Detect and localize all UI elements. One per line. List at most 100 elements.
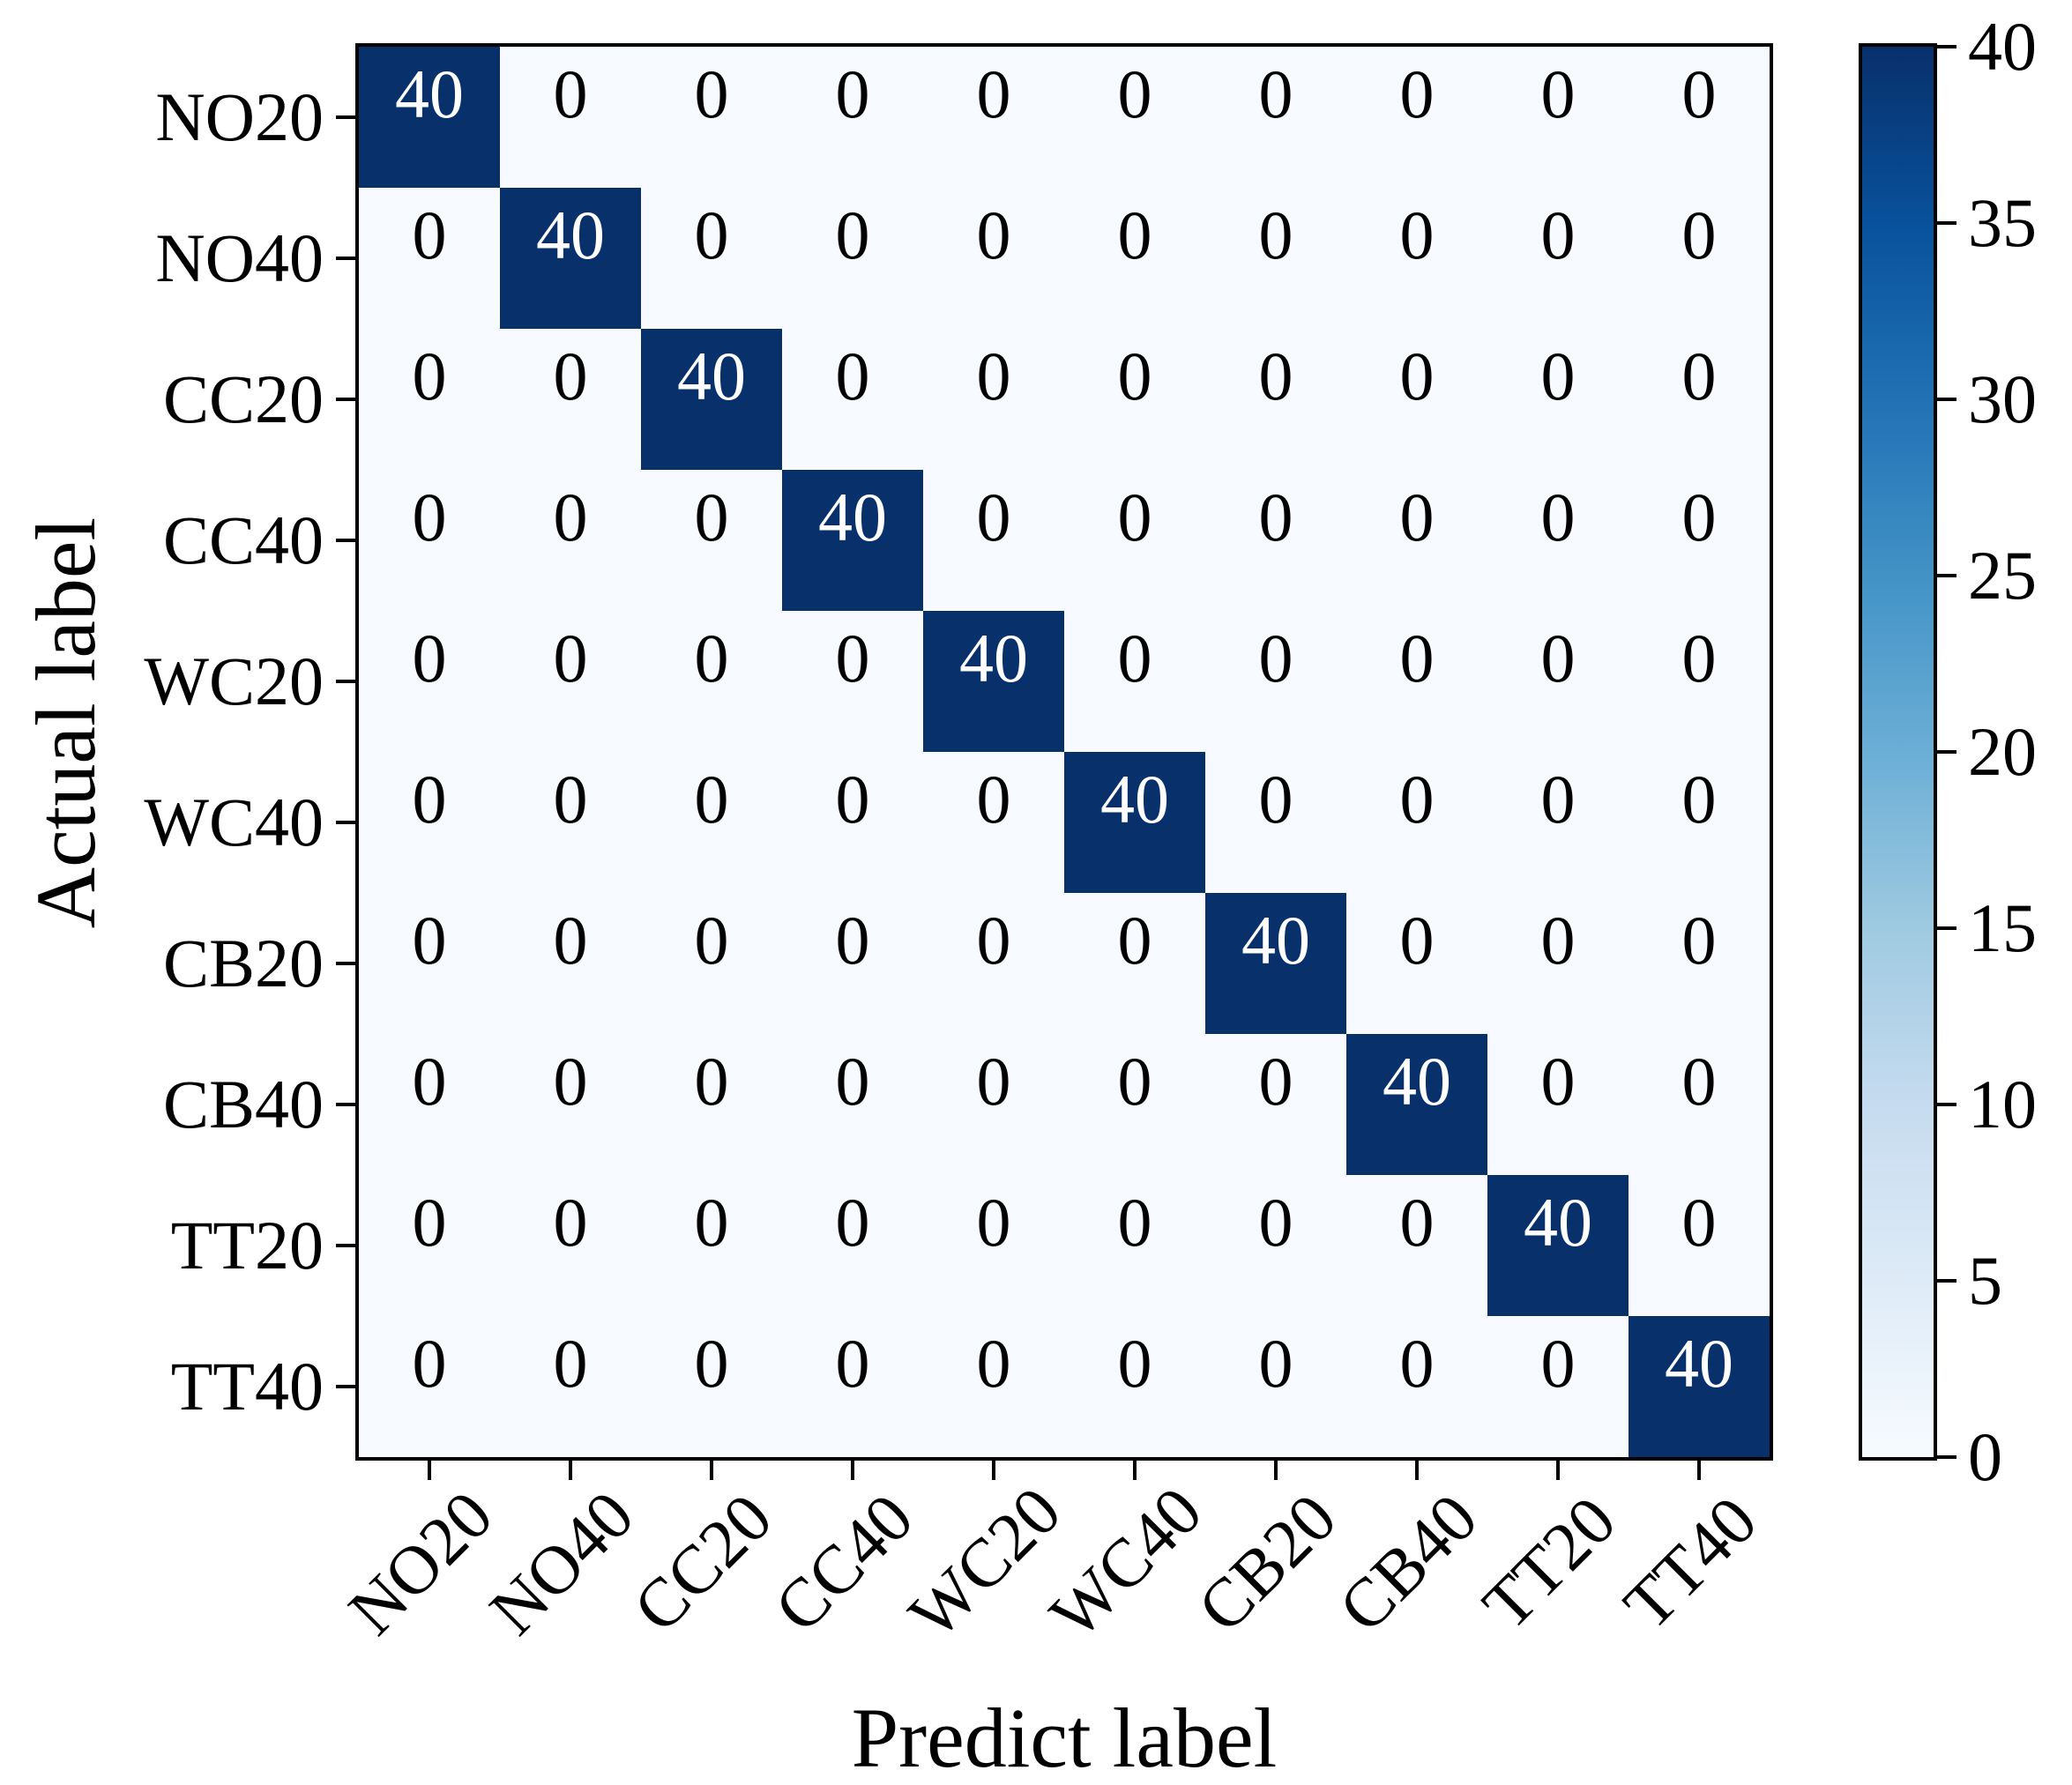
heatmap-cell: 0 xyxy=(1629,470,1770,611)
y-tick-mark xyxy=(336,257,355,260)
heatmap-cell-value: 40 xyxy=(1100,761,1169,837)
heatmap-cell: 0 xyxy=(641,47,782,188)
heatmap-cell: 40 xyxy=(641,329,782,470)
heatmap-cell-value: 0 xyxy=(694,902,729,978)
heatmap-cell-value: 0 xyxy=(976,197,1011,273)
heatmap-cell-value: 0 xyxy=(1681,620,1717,696)
x-tick-mark xyxy=(1133,1461,1137,1480)
heatmap-cell: 0 xyxy=(641,611,782,752)
heatmap-cell: 0 xyxy=(923,1034,1064,1175)
heatmap-cell: 0 xyxy=(782,1175,923,1316)
heatmap-cell-value: 0 xyxy=(1681,902,1717,978)
heatmap-cell-value: 0 xyxy=(1681,1184,1717,1261)
y-tick-label: CC20 xyxy=(162,361,324,437)
heatmap-cell-value: 0 xyxy=(1399,1325,1435,1402)
heatmap-cell: 40 xyxy=(923,611,1064,752)
colorbar-tick-label: 40 xyxy=(1968,8,2037,85)
heatmap-cell: 0 xyxy=(923,47,1064,188)
colorbar-gradient xyxy=(1862,47,1934,1457)
y-tick-label: TT20 xyxy=(170,1207,324,1283)
heatmap-cell: 0 xyxy=(1346,1316,1487,1457)
heatmap-cell: 0 xyxy=(1487,1316,1629,1457)
heatmap-cell-value: 0 xyxy=(553,761,588,837)
heatmap-cell-value: 0 xyxy=(835,56,870,132)
heatmap-grid: 40 0 0 0 0 0 0 0 0 0 0 40 0 0 0 0 0 0 0 0 0 0 40 0 0 0 0 0 0 0 0 0 0 40 0 0… xyxy=(359,47,1770,1457)
heatmap-cell-value: 0 xyxy=(553,1184,588,1261)
heatmap-cell: 0 xyxy=(1487,893,1629,1034)
heatmap-cell-value: 40 xyxy=(818,479,887,555)
heatmap-cell: 0 xyxy=(1629,1034,1770,1175)
heatmap-cell: 0 xyxy=(359,752,500,893)
heatmap-cell-value: 0 xyxy=(1117,1184,1152,1261)
heatmap-cell: 0 xyxy=(1487,1034,1629,1175)
heatmap-cell: 0 xyxy=(1064,470,1205,611)
heatmap-cell: 0 xyxy=(359,1175,500,1316)
heatmap-cell-value: 0 xyxy=(1540,1325,1576,1402)
heatmap-cell-value: 0 xyxy=(1258,1325,1293,1402)
y-tick-label: NO40 xyxy=(155,219,324,296)
heatmap-cell-value: 40 xyxy=(1383,1043,1451,1119)
heatmap-cell: 0 xyxy=(1346,752,1487,893)
y-tick-mark xyxy=(336,1103,355,1106)
heatmap-cell: 0 xyxy=(1064,1175,1205,1316)
heatmap-cell: 0 xyxy=(1205,611,1346,752)
heatmap-cell-value: 0 xyxy=(1399,902,1435,978)
heatmap-cell: 0 xyxy=(1629,329,1770,470)
heatmap-cell: 0 xyxy=(1205,188,1346,329)
heatmap-cell: 0 xyxy=(1205,329,1346,470)
heatmap-cell: 0 xyxy=(1487,329,1629,470)
x-tick-mark xyxy=(710,1461,713,1480)
heatmap-cell-value: 0 xyxy=(412,620,447,696)
heatmap-cell-value: 0 xyxy=(694,197,729,273)
y-tick-label: CC40 xyxy=(162,502,324,578)
heatmap-cell: 0 xyxy=(1629,893,1770,1034)
heatmap-cell: 0 xyxy=(1064,329,1205,470)
heatmap-cell-value: 0 xyxy=(1681,338,1717,414)
heatmap-cell-value: 0 xyxy=(553,56,588,132)
heatmap-cell: 0 xyxy=(782,611,923,752)
heatmap-cell-value: 0 xyxy=(1399,479,1435,555)
heatmap-cell-value: 0 xyxy=(1117,197,1152,273)
heatmap-cell-value: 0 xyxy=(1540,197,1576,273)
heatmap-cell: 0 xyxy=(782,1034,923,1175)
heatmap-cell-value: 0 xyxy=(1258,620,1293,696)
heatmap-cell-value: 0 xyxy=(1540,761,1576,837)
heatmap-cell: 0 xyxy=(1205,1175,1346,1316)
colorbar-tick-label: 20 xyxy=(1968,713,2037,790)
heatmap-cell: 0 xyxy=(1205,1034,1346,1175)
heatmap-cell: 0 xyxy=(641,470,782,611)
heatmap-cell-value: 0 xyxy=(1399,338,1435,414)
heatmap-cell-value: 0 xyxy=(1258,338,1293,414)
heatmap-cell-value: 0 xyxy=(976,902,1011,978)
heatmap-cell-value: 0 xyxy=(1258,761,1293,837)
heatmap-cell: 40 xyxy=(500,188,641,329)
y-tick-mark xyxy=(336,398,355,401)
heatmap-cell-value: 0 xyxy=(1540,620,1576,696)
heatmap-cell-value: 0 xyxy=(1540,479,1576,555)
y-tick-mark xyxy=(336,821,355,824)
heatmap-cell: 40 xyxy=(1064,752,1205,893)
heatmap-cell-value: 0 xyxy=(553,479,588,555)
heatmap-cell-value: 0 xyxy=(976,56,1011,132)
x-tick-mark xyxy=(851,1461,854,1480)
heatmap-cell-value: 0 xyxy=(1399,56,1435,132)
heatmap-cell-value: 0 xyxy=(412,761,447,837)
heatmap-cell-value: 0 xyxy=(694,56,729,132)
colorbar-tick-label: 10 xyxy=(1968,1066,2037,1142)
heatmap-cell: 0 xyxy=(641,1316,782,1457)
heatmap-cell: 0 xyxy=(1487,752,1629,893)
heatmap-cell: 0 xyxy=(641,1175,782,1316)
heatmap-cell-value: 0 xyxy=(835,338,870,414)
y-axis-title: Actual label xyxy=(19,517,113,929)
heatmap-cell: 0 xyxy=(1487,470,1629,611)
heatmap-cell-value: 0 xyxy=(1258,197,1293,273)
heatmap-cell: 0 xyxy=(1064,1034,1205,1175)
heatmap-cell: 0 xyxy=(1629,1175,1770,1316)
heatmap-cell: 40 xyxy=(1205,893,1346,1034)
heatmap-cell: 0 xyxy=(1629,752,1770,893)
heatmap-cell: 0 xyxy=(1205,470,1346,611)
x-tick-mark xyxy=(992,1461,995,1480)
heatmap-cell-value: 0 xyxy=(1681,1043,1717,1119)
y-tick-label: WC40 xyxy=(144,784,324,860)
heatmap-cell-value: 0 xyxy=(976,338,1011,414)
